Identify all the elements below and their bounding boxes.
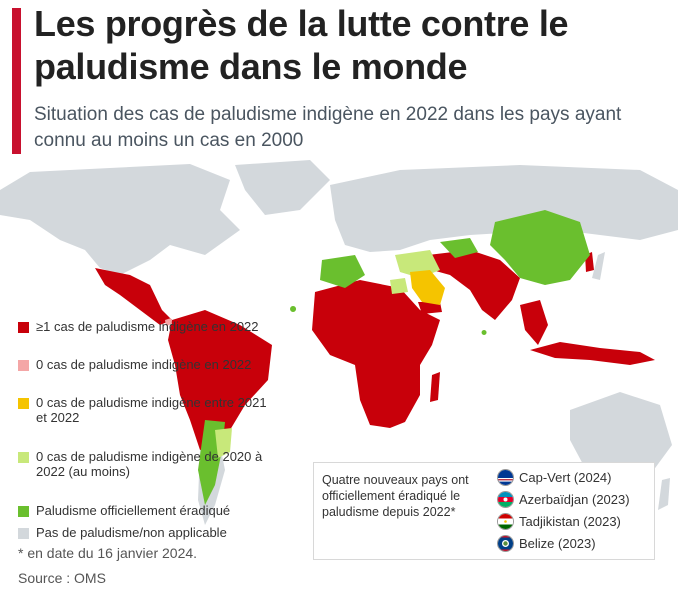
legend-swatch [18,506,29,517]
legend-item-zero-2020-2022: 0 cas de paludisme indigène de 2020 à 20… [18,449,268,500]
japan-land [592,252,605,280]
new-zealand-land [658,478,670,510]
page-subtitle: Situation des cas de paludisme indigène … [34,104,622,151]
eradication-info-box: Quatre nouveaux pays ont officiellement … [313,462,655,560]
indonesia-png-land [530,342,655,365]
country-belize: Belize (2023) [498,536,596,551]
legend-item-none: Pas de paludisme/non applicable [18,525,268,544]
china-land [490,210,590,285]
greenland-land [235,160,330,215]
south-america-north [168,310,272,450]
south-asia-land [428,250,520,320]
azerbaijan-flag-icon [498,492,513,507]
west-africa-north [390,278,408,294]
source-note: Source : OMS [18,570,106,586]
europe-asia-land [330,165,678,252]
legend-label: Pas de paludisme/non applicable [36,525,227,540]
legend-label: 0 cas de paludisme indigène de 2020 à 20… [36,449,263,479]
africa-land [312,280,440,428]
australia-land [570,392,672,482]
middle-east-land [440,238,478,258]
cape-verde-dot [290,306,297,312]
country-tajikistan: Tadjikistan (2023) [498,514,621,529]
legend-swatch [18,398,29,409]
north-africa-land [320,255,365,288]
world-map [0,160,678,525]
madagascar-land [430,372,440,402]
country-cape-verde: Cap-Vert (2024) [498,470,612,485]
legend-swatch [18,322,29,333]
accent-bar [12,8,21,154]
cape-verde-flag-icon [498,470,513,485]
legend-label: ≥1 cas de paludisme indigène en 2022 [36,319,259,334]
country-label: Tadjikistan (2023) [519,514,621,529]
country-azerbaijan: Azerbaïdjan (2023) [498,492,630,507]
info-box-text: Quatre nouveaux pays ont officiellement … [322,473,469,519]
saudi-arabia-land [410,270,445,305]
belize-flag-icon [498,536,513,551]
legend-label: 0 cas de paludisme indigène en 2022 [36,357,252,372]
southern-brazil [215,428,232,458]
country-label: Belize (2023) [519,536,596,551]
legend-label: Paludisme officiellement éradiqué [36,503,231,518]
tajikistan-flag-icon [498,514,513,529]
legend-swatch [18,360,29,371]
legend-swatch [18,528,29,539]
north-america-land [0,164,240,275]
map-legend: ≥1 cas de paludisme indigène en 2022 0 c… [18,319,268,544]
malaria-cases-regions [95,250,655,450]
legend-swatch [18,452,29,463]
country-label: Azerbaïdjan (2023) [519,492,630,507]
sri-lanka-dot [481,330,487,335]
yemen-land [418,302,442,314]
legend-item-zero-2022: 0 cas de paludisme indigène en 2022 [18,357,268,392]
legend-item-zero-2021-2022: 0 cas de paludisme indigène entre 2021 e… [18,395,268,446]
legend-item-eradicated: Paludisme officiellement éradiqué [18,503,268,522]
legend-label: 0 cas de paludisme indigène entre 2021 e… [36,395,267,425]
costa-rica-land [165,318,172,326]
zero-cases-2022-regions [165,318,172,326]
country-label: Cap-Vert (2024) [519,470,612,485]
legend-item-cases: ≥1 cas de paludisme indigène en 2022 [18,319,268,350]
page-title: Les progrès de la lutte contre le paludi… [34,3,569,87]
mexico-central-america [95,268,172,325]
southeast-asia-land [520,300,548,345]
zero-cases-2021-2022-regions [410,270,445,305]
footnote: * en date du 16 janvier 2024. [18,545,198,561]
